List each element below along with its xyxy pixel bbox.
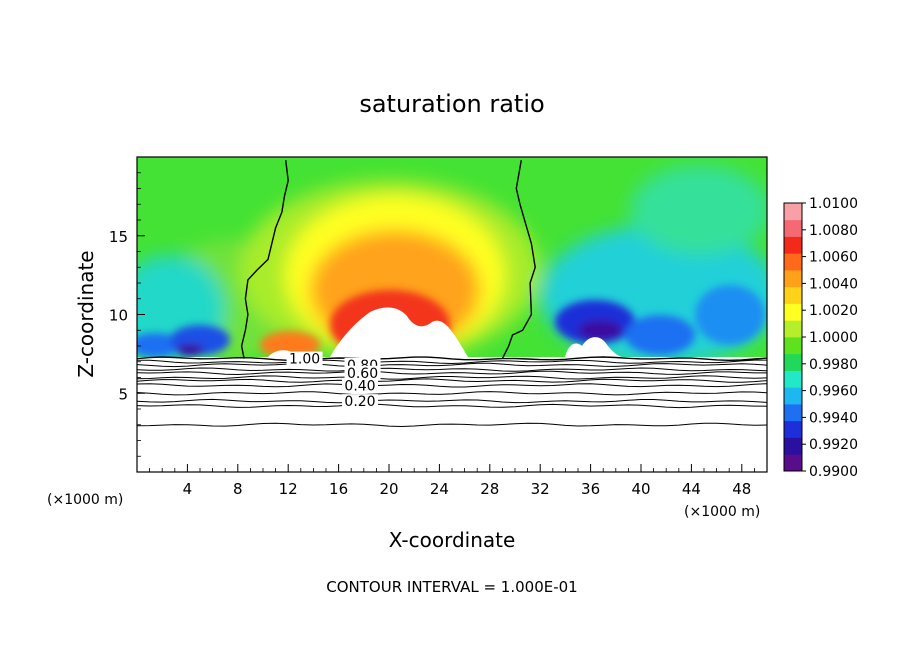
dry-right-blue-3 (695, 285, 765, 345)
unity-contour-left (240, 160, 289, 359)
colorbar-label: 0.9960 (809, 384, 858, 400)
x-tick-label: 4 (183, 480, 193, 498)
colorbar-label: 0.9940 (809, 410, 858, 426)
x-tick-label: 32 (531, 480, 550, 498)
colorbar-label: 1.0100 (809, 196, 858, 212)
colorbar-swatch (784, 404, 802, 422)
dry-left-blue-1 (137, 333, 181, 357)
colorbar: 1.0100 1.0080 1.0060 1.0040 1.0020 1.0000 0.99… (783, 196, 858, 480)
colorbar-swatch (784, 320, 802, 338)
contour-interval-footer: CONTOUR INTERVAL = 1.000E-01 (326, 578, 577, 596)
moist-lobe-left (260, 331, 320, 357)
heatmap-field (137, 157, 767, 357)
stable-layer-line (137, 422, 767, 428)
stable-layer-line (137, 359, 767, 365)
x-tick-label: 40 (631, 480, 650, 498)
colorbar-swatch (784, 236, 802, 254)
stable-layer-line (137, 403, 767, 409)
colorbar-label: 0.9980 (809, 357, 858, 373)
dry-right-purple (578, 320, 622, 340)
stable-layer-line (137, 383, 767, 388)
colorbar-swatch (784, 337, 802, 355)
colorbar-label: 1.0040 (809, 276, 858, 292)
colorbar-swatch (784, 303, 802, 321)
contour-label: 0.60 (347, 366, 378, 382)
stable-layer-lines (137, 356, 767, 428)
y-tick-label: 5 (118, 385, 128, 403)
stable-layer-line (137, 391, 767, 396)
contour-labels: 1.000.800.600.400.20 (286, 351, 381, 410)
x-tick-label: 12 (279, 480, 298, 498)
contour-label: 0.20 (344, 394, 375, 410)
colorbar-swatch (784, 353, 802, 371)
colorbar-label: 1.0020 (809, 303, 858, 319)
x-axis-ticks: 4 8 12 16 20 24 28 32 36 40 44 48 (149, 464, 755, 498)
stable-layer-line (137, 370, 767, 376)
x-unit-right: (×1000 m) (684, 504, 760, 520)
colorbar-swatch (784, 437, 802, 455)
colorbar-swatch (784, 219, 802, 237)
contour-label-backdrop (286, 351, 323, 366)
plot-area: 1.000.800.600.400.20 (136, 156, 768, 473)
stable-layer-line (137, 378, 767, 383)
contour-label-backdrop (344, 365, 381, 380)
dry-right-blue-2 (625, 315, 695, 355)
chart-title: saturation ratio (359, 90, 544, 118)
contour-label: 0.40 (344, 378, 375, 394)
x-axis-label: X-coordinate (389, 528, 516, 552)
colorbar-swatch (784, 370, 802, 388)
unity-contours (240, 159, 536, 359)
y-axis-label: Z-coordinate (74, 250, 98, 377)
colorbar-label: 1.0000 (809, 330, 858, 346)
contour-label-backdrop (342, 378, 379, 393)
unity-contour-right (501, 159, 536, 359)
stable-layer-line (137, 356, 767, 362)
colorbar-label: 1.0080 (809, 223, 858, 239)
x-tick-label: 8 (233, 480, 243, 498)
colorbar-swatch (784, 253, 802, 271)
stable-layer-line (137, 375, 767, 380)
y-axis-ticks: 5 10 15 (109, 172, 145, 457)
x-tick-label: 28 (480, 480, 499, 498)
colorbar-label: 0.9900 (809, 464, 858, 480)
contour-label: 1.00 (289, 352, 320, 368)
colorbar-label: 0.9920 (809, 437, 858, 453)
x-tick-label: 44 (682, 480, 701, 498)
colorbar-swatch (784, 454, 802, 472)
colorbar-swatch (784, 420, 802, 438)
dry-right-top (630, 165, 767, 255)
colorbar-swatch (784, 387, 802, 405)
x-unit-left: (×1000 m) (47, 492, 123, 508)
x-tick-label: 24 (430, 480, 449, 498)
colorbar-swatch (784, 203, 802, 221)
y-tick-label: 10 (109, 307, 128, 325)
stable-layer-line (137, 398, 767, 404)
white-patch-right (565, 337, 622, 357)
colorbar-swatch (784, 286, 802, 304)
stable-layer-line (137, 367, 767, 372)
supersaturated-white-core (330, 307, 468, 357)
x-tick-label: 20 (379, 480, 398, 498)
dry-left-purple (176, 344, 204, 356)
y-tick-label: 15 (109, 228, 128, 246)
stable-layer-line (137, 362, 767, 368)
x-tick-label: 36 (581, 480, 600, 498)
x-tick-label: 48 (732, 480, 751, 498)
colorbar-swatch (784, 270, 802, 288)
colorbar-label: 1.0060 (809, 250, 858, 266)
contour-label-backdrop (342, 394, 379, 409)
x-tick-label: 16 (329, 480, 348, 498)
